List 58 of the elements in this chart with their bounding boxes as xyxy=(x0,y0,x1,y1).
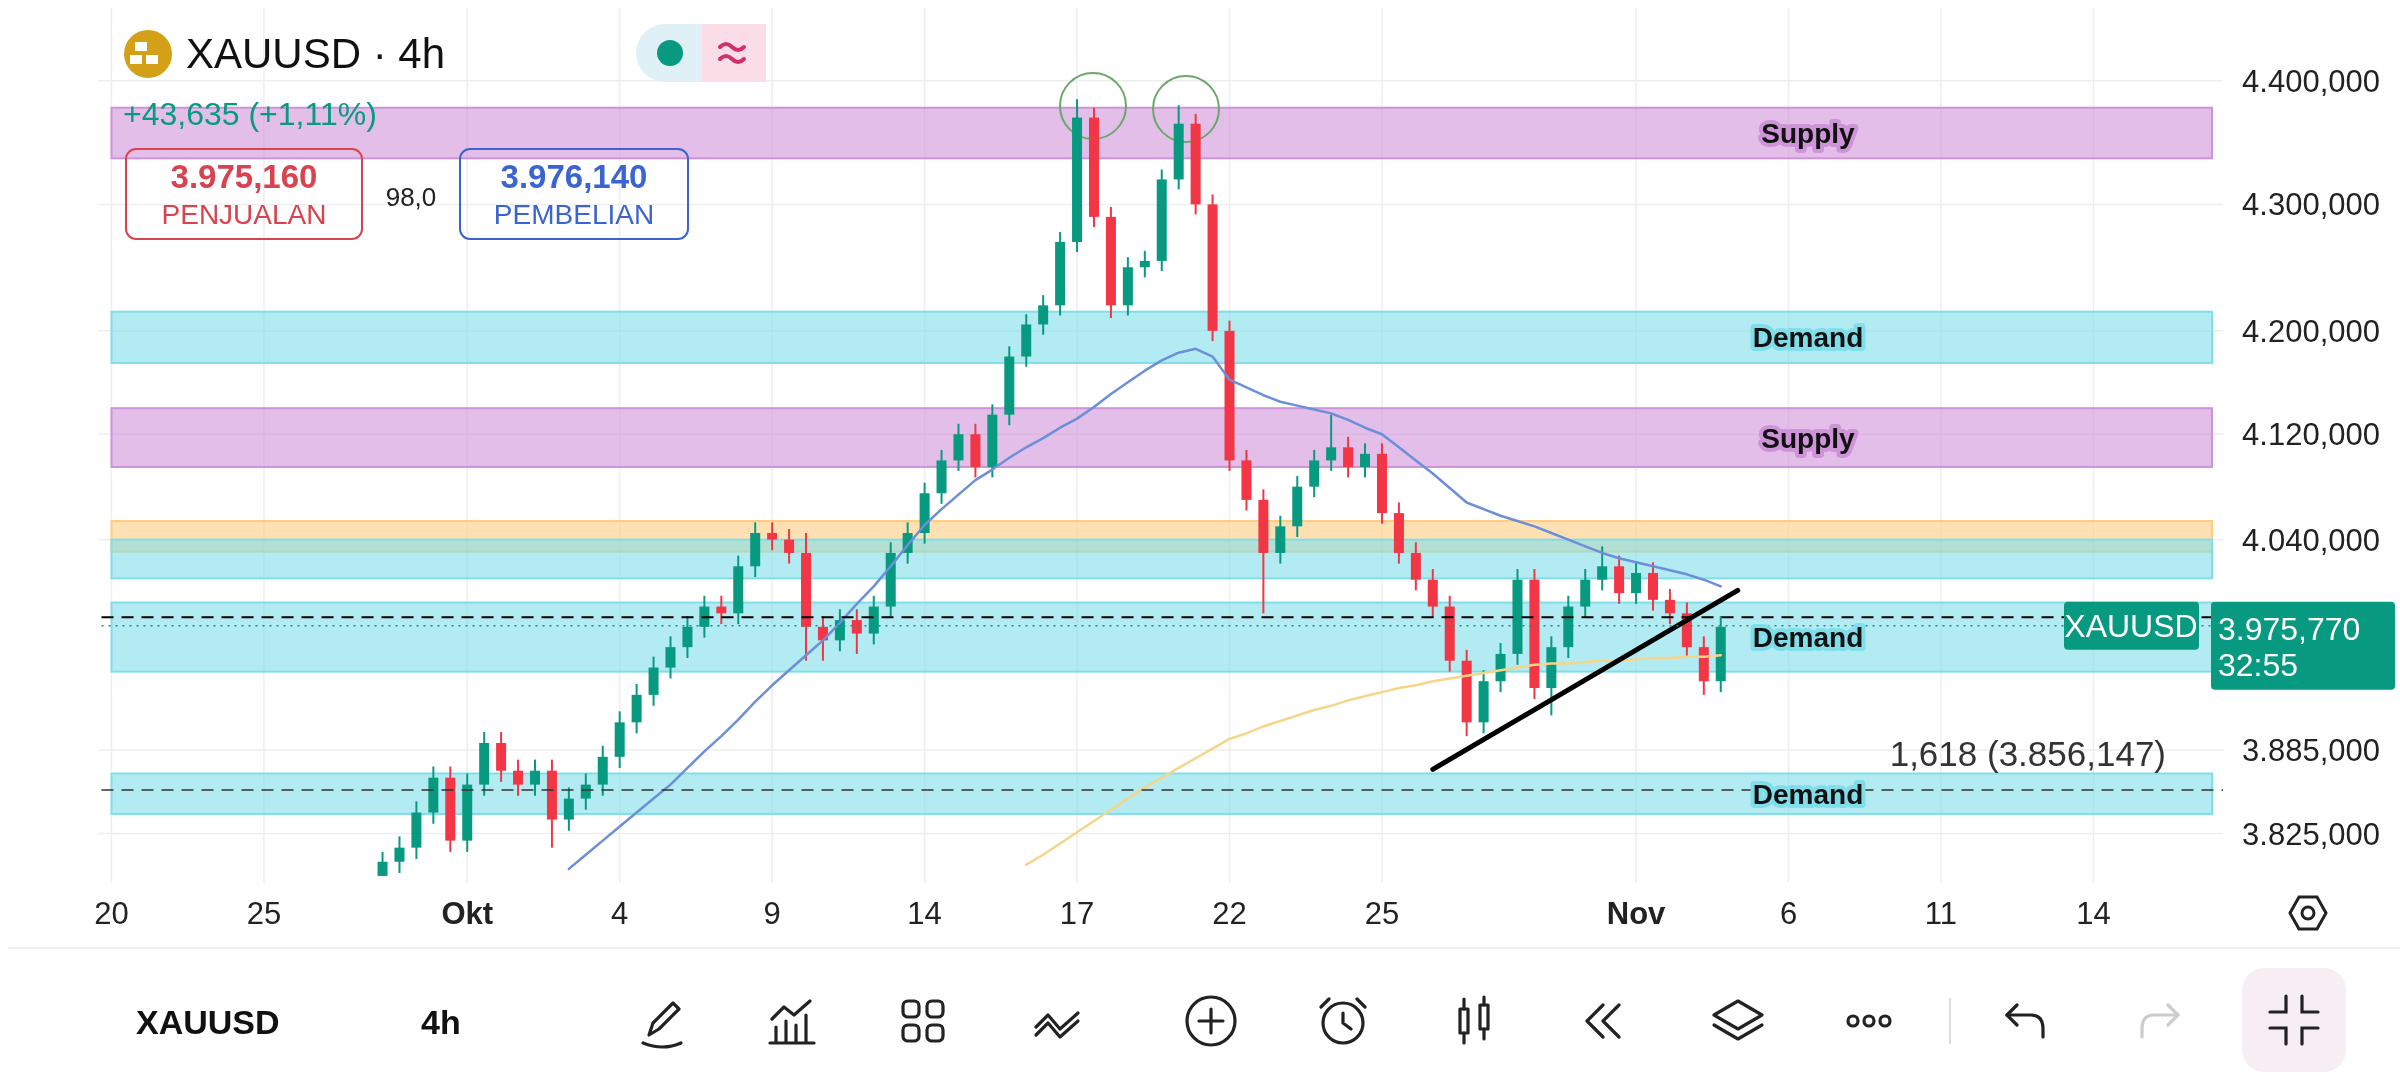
candlestick xyxy=(1326,413,1337,472)
line-series xyxy=(1024,654,1722,866)
x-tick-label: Okt xyxy=(441,896,494,931)
candlestick xyxy=(716,594,727,626)
candlestick xyxy=(529,758,540,797)
band-label: Supply xyxy=(1761,422,1856,454)
x-tick-label: 25 xyxy=(1364,896,1400,931)
x-tick-label: 14 xyxy=(907,896,942,931)
x-tick-label: 25 xyxy=(246,896,282,931)
y-tick-label: 4.200,000 xyxy=(2242,313,2380,349)
candlestick xyxy=(665,635,676,680)
ref-line-label: 1,618 (3.856,147) xyxy=(1889,733,2166,773)
annotation: PENJUALAN xyxy=(161,199,327,230)
candlestick xyxy=(563,786,574,832)
candlestick xyxy=(767,521,778,552)
y-tick-label: 4.120,000 xyxy=(2242,417,2380,453)
candlestick xyxy=(851,608,862,655)
band-label: Demand xyxy=(1752,322,1864,354)
annotation: 3.976,140 xyxy=(500,158,648,195)
x-tick-label: 17 xyxy=(1059,896,1095,931)
line-series xyxy=(567,347,1722,871)
text: 32:55 xyxy=(2218,647,2299,683)
band-label: Supply xyxy=(1761,118,1856,150)
candlestick xyxy=(377,850,388,877)
annotation: 3.975,160 xyxy=(170,158,318,195)
text: XAUUSD · 4h xyxy=(186,30,446,77)
x-tick-label: 9 xyxy=(763,896,781,931)
text: XAUUSD xyxy=(136,1003,280,1041)
candlestick xyxy=(1631,561,1642,605)
candlestick xyxy=(394,835,405,875)
text: 4h xyxy=(421,1003,461,1041)
y-tick-label: 4.300,000 xyxy=(2242,187,2380,223)
candlestick xyxy=(1360,442,1371,479)
x-tick-label: 20 xyxy=(94,896,129,931)
text: 3.975,770 xyxy=(2218,611,2361,647)
x-tick-label: 4 xyxy=(611,896,629,931)
x-tick-label: 6 xyxy=(1779,896,1798,931)
y-tick-label: 4.400,000 xyxy=(2242,63,2380,99)
candlestick xyxy=(1597,545,1608,592)
band-label: Demand xyxy=(1752,778,1864,810)
y-tick-label: 3.885,000 xyxy=(2242,732,2380,768)
candlestick xyxy=(1038,294,1049,336)
band-label: Demand xyxy=(1752,622,1864,654)
x-tick-label: 14 xyxy=(2076,896,2111,931)
candlestick xyxy=(513,758,524,797)
annotation: PEMBELIAN xyxy=(493,199,655,230)
y-tick-label: 4.040,000 xyxy=(2242,522,2380,558)
ref-line-label: XAUUSD xyxy=(2064,607,2198,644)
y-tick-label: 3.825,000 xyxy=(2242,816,2380,852)
annotation: 98,0 xyxy=(385,182,437,212)
candlestick xyxy=(1343,435,1354,479)
candlestick xyxy=(784,528,795,565)
candlestick xyxy=(1139,249,1150,279)
x-tick-label: 11 xyxy=(1924,896,1958,931)
x-tick-label: 22 xyxy=(1212,896,1247,931)
annotation: +43,635 (+1,11%) xyxy=(123,96,377,132)
candlestick xyxy=(1664,588,1675,626)
x-tick-label: Nov xyxy=(1606,896,1667,931)
